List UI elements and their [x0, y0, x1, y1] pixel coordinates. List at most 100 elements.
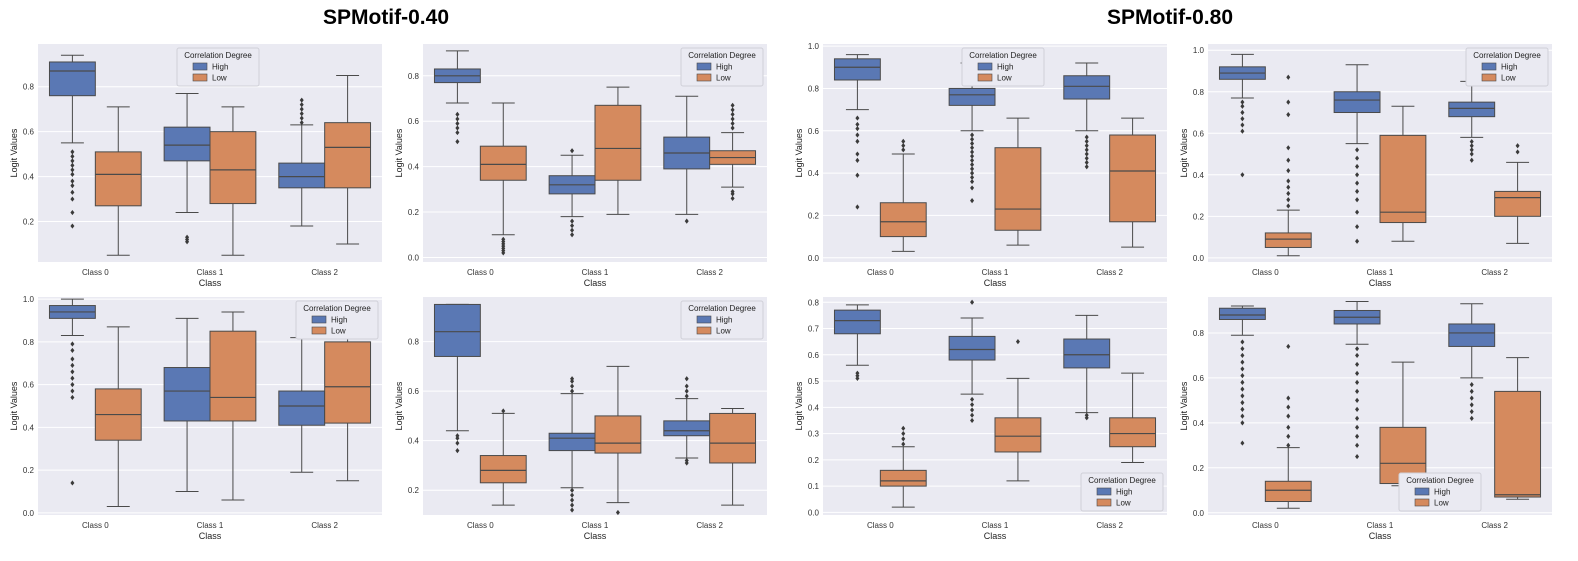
outlier-point — [1084, 415, 1089, 421]
outlier-point — [570, 148, 575, 154]
outlier-point — [970, 185, 975, 191]
outlier-point — [730, 120, 735, 127]
outlier-point — [570, 492, 575, 498]
y-axis-label: Logit Values — [1179, 128, 1189, 177]
outlier-point — [970, 166, 975, 172]
outlier-point — [970, 162, 975, 168]
outlier-point — [299, 120, 304, 126]
y-tick-label: 0.8 — [408, 72, 420, 81]
outlier-point — [1084, 142, 1089, 149]
outlier-point — [901, 441, 906, 447]
y-tick-label: 0.0 — [1193, 254, 1205, 263]
legend: Correlation Degree High Low — [680, 300, 764, 340]
box-high-class-0 — [833, 54, 881, 210]
box-high-class-1 — [1333, 64, 1381, 244]
legend-label-high: High — [331, 316, 347, 325]
y-tick-label: 0.4 — [808, 403, 820, 412]
outlier-point — [1240, 103, 1245, 109]
x-tick-label: Class 0 — [867, 268, 894, 277]
box-low-class-2 — [709, 407, 757, 506]
y-tick-label: 0.6 — [408, 117, 420, 126]
y-tick-label: 0.5 — [808, 377, 820, 386]
y-tick-label: 0.6 — [23, 381, 35, 390]
outlier-point — [570, 223, 575, 229]
outlier-point — [70, 196, 75, 202]
x-axis-label: Class — [199, 531, 222, 541]
outlier-point — [970, 153, 975, 159]
outlier-point — [299, 115, 304, 121]
box-low-class-2 — [1109, 372, 1157, 463]
outlier-point — [1355, 415, 1360, 421]
outlier-point — [70, 153, 75, 159]
box-high-class-2 — [663, 95, 711, 224]
box-high-class-2 — [278, 97, 326, 227]
legend-swatch-high — [696, 315, 712, 324]
legend-swatch-low — [977, 73, 993, 82]
x-tick-label: Class 1 — [197, 268, 224, 277]
legend-swatch-low — [192, 73, 208, 82]
outlier-point — [570, 227, 575, 233]
box-high-class-1 — [1333, 300, 1381, 460]
outlier-point — [1355, 155, 1360, 161]
box-iqr — [278, 390, 326, 426]
x-tick-label: Class 1 — [197, 521, 224, 530]
y-axis-label: Logit Values — [794, 128, 804, 177]
legend-label-low: Low — [1501, 74, 1516, 83]
box-iqr — [1494, 190, 1542, 217]
box-high-class-0 — [1218, 53, 1266, 178]
box-iqr — [324, 122, 372, 189]
outlier-point — [1084, 155, 1089, 161]
legend-label-high: High — [1501, 63, 1517, 72]
outlier-point — [855, 138, 860, 144]
x-tick-label: Class 2 — [1481, 268, 1508, 277]
outlier-point — [855, 132, 860, 138]
legend-swatch-low — [311, 326, 327, 335]
outlier-point — [1240, 393, 1245, 399]
outlier-point — [730, 195, 735, 202]
x-tick-label: Class 2 — [696, 268, 723, 277]
y-tick-label: 0.8 — [808, 84, 820, 93]
box-low-class-0 — [94, 326, 142, 507]
outlier-point — [970, 407, 975, 413]
box-iqr — [548, 432, 596, 452]
box-low-class-2 — [324, 74, 372, 245]
outlier-point — [1286, 99, 1291, 105]
y-tick-label: 1.0 — [808, 42, 820, 51]
box-iqr — [163, 126, 211, 162]
box-low-class-0 — [479, 408, 527, 506]
y-tick-label: 0.6 — [23, 128, 35, 137]
box-high-class-2 — [1063, 62, 1111, 170]
outlier-point — [970, 132, 975, 138]
box-iqr — [948, 335, 996, 361]
x-tick-label: Class 2 — [311, 268, 338, 277]
y-tick-label: 1.0 — [23, 295, 35, 304]
legend-swatch-low — [1481, 73, 1497, 82]
outlier-point — [970, 178, 975, 185]
outlier-point — [1286, 168, 1291, 174]
legend-title: Correlation Degree — [1473, 51, 1541, 60]
box-high-class-2 — [1448, 303, 1496, 421]
legend: Correlation Degree High Low — [1398, 472, 1482, 512]
legend-label-low: Low — [331, 327, 346, 336]
legend-label-low: Low — [1434, 499, 1449, 508]
outlier-point — [1469, 388, 1474, 394]
outlier-point — [1355, 197, 1360, 203]
outlier-point — [1286, 157, 1291, 163]
box-iqr — [879, 202, 927, 238]
legend-title: Correlation Degree — [969, 51, 1037, 60]
outlier-point — [455, 433, 460, 439]
y-tick-label: 0.4 — [23, 423, 35, 432]
outlier-point — [570, 497, 575, 503]
outlier-point — [299, 102, 304, 108]
outlier-point — [70, 178, 75, 184]
box-iqr — [594, 415, 642, 454]
outlier-point — [1355, 180, 1360, 186]
legend-swatch-high — [1481, 62, 1497, 71]
outlier-point — [1469, 415, 1474, 421]
y-tick-label: 0.8 — [808, 298, 820, 307]
outlier-point — [70, 388, 75, 394]
outlier-point — [970, 140, 975, 147]
box-iqr — [1264, 232, 1312, 248]
legend-swatch-low — [1096, 498, 1112, 507]
outlier-point — [1240, 352, 1245, 359]
